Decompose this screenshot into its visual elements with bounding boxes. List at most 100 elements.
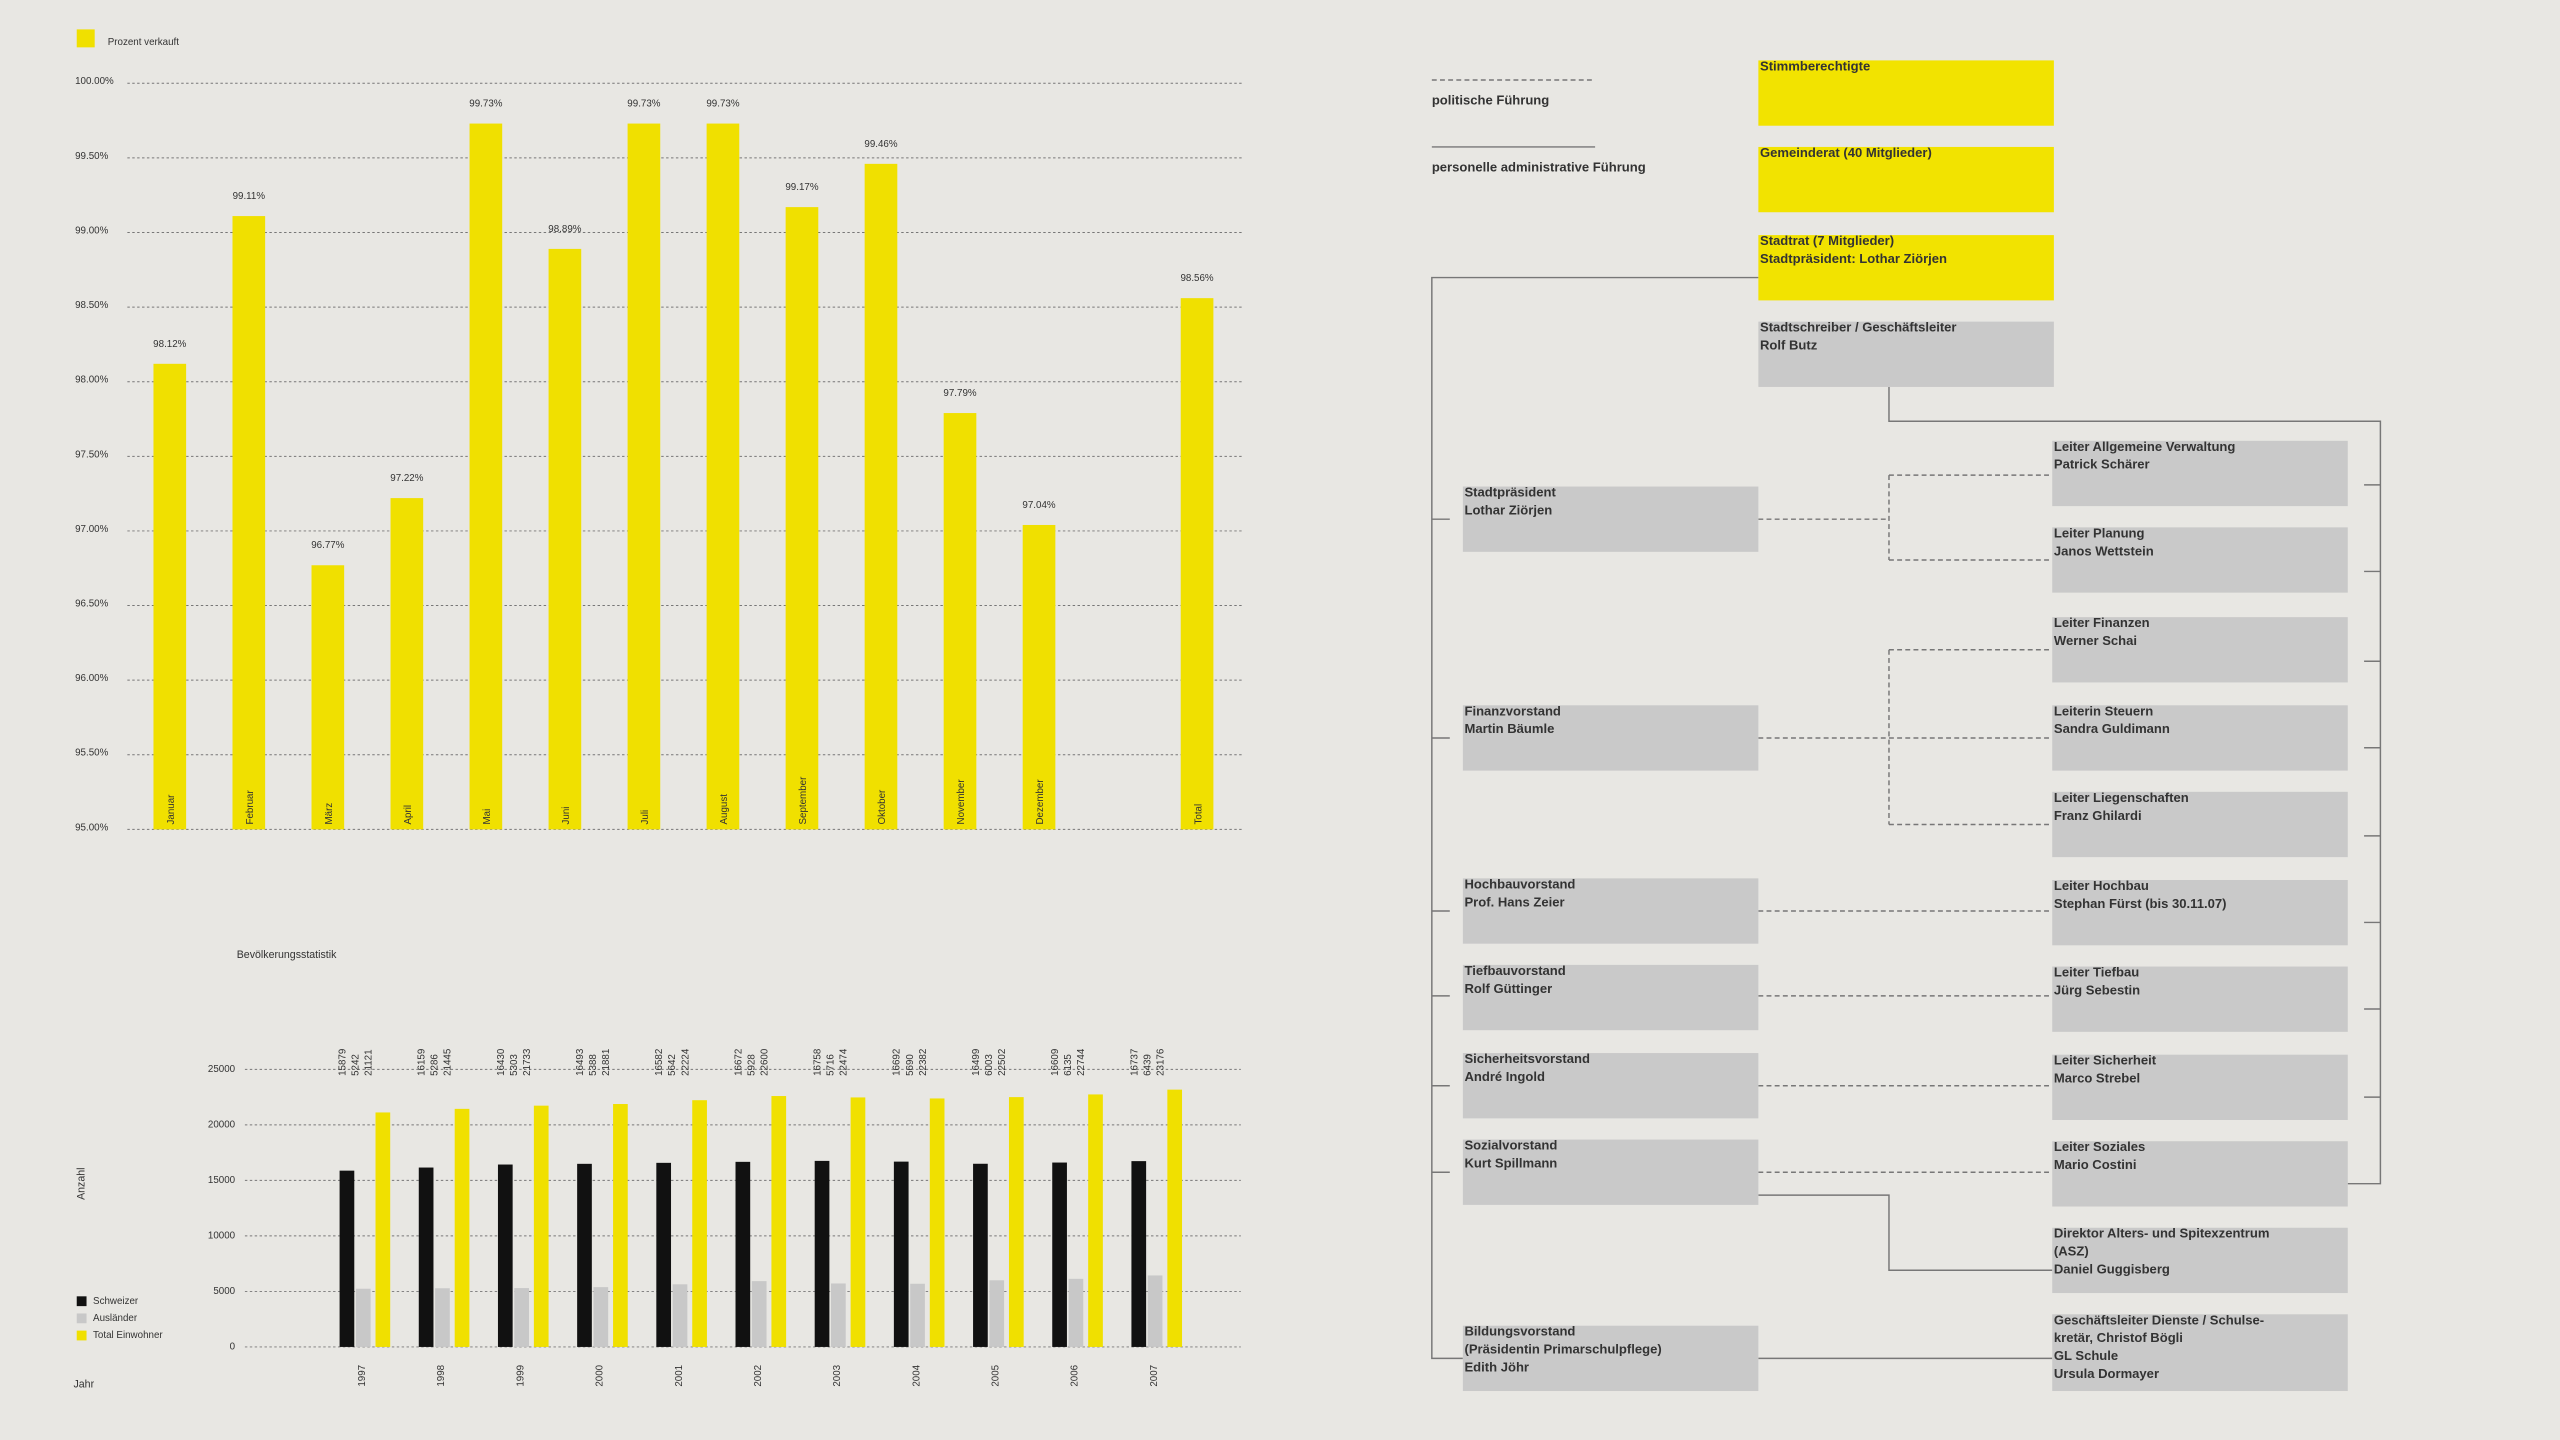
y-tick-label: 20000 xyxy=(208,1119,236,1130)
org-box xyxy=(1758,146,2054,213)
org-box-text: Direktor Alters- und Spitexzentrum xyxy=(2054,1226,2270,1241)
y-tick-label: 98.50% xyxy=(75,300,108,311)
org-box xyxy=(2052,791,2348,858)
value-label: 21445 xyxy=(443,1048,454,1076)
y-tick-label: 0 xyxy=(230,1342,236,1353)
x-tick-label: August xyxy=(719,794,730,825)
x-tick-label: 2000 xyxy=(595,1364,606,1386)
org-box-text: Leiter Hochbau xyxy=(2054,878,2149,893)
org-box-text: Sozialvorstand xyxy=(1464,1138,1557,1153)
legend-swatch xyxy=(76,1313,87,1324)
value-label: 98.12% xyxy=(153,339,186,350)
org-box-text: Stadtpräsident xyxy=(1464,485,1556,500)
value-label: 16672 xyxy=(733,1049,744,1076)
x-tick-label: Juli xyxy=(640,810,651,825)
org-box xyxy=(1758,60,2054,126)
chart-title: Bevölkerungsstatistik xyxy=(237,949,337,961)
value-label: 99.11% xyxy=(233,191,266,202)
org-box-text: Stimmberechtigte xyxy=(1760,58,1870,73)
bar xyxy=(533,1105,549,1347)
y-tick-label: 97.50% xyxy=(75,449,108,460)
org-box-text: Bildungsvorstand xyxy=(1464,1324,1575,1339)
org-box-text: Leiter Allgemeine Verwaltung xyxy=(2054,439,2236,454)
x-tick-label: 1998 xyxy=(436,1364,447,1386)
value-label: 99.73% xyxy=(706,99,739,110)
org-box xyxy=(2052,1141,2348,1207)
x-tick-label: Mai xyxy=(482,809,493,825)
org-box xyxy=(2052,1314,2348,1392)
org-box-text: Jürg Sebestin xyxy=(2054,982,2140,997)
connector xyxy=(1758,649,2053,826)
org-box-text: Ursula Dormayer xyxy=(2054,1366,2159,1381)
value-label: 99.46% xyxy=(864,139,897,150)
bar xyxy=(785,207,819,830)
org-box xyxy=(1462,1325,1759,1392)
y-tick-label: 99.50% xyxy=(75,151,108,162)
bar xyxy=(814,1160,830,1347)
x-tick-label: Juni xyxy=(561,807,572,825)
bar xyxy=(435,1288,450,1347)
value-label: 5690 xyxy=(905,1054,916,1076)
org-box xyxy=(1758,235,2054,301)
y-tick-label: 15000 xyxy=(208,1175,236,1186)
value-label: 21121 xyxy=(364,1049,375,1075)
org-box-text: (Präsidentin Primarschulpflege) xyxy=(1464,1342,1661,1357)
connector xyxy=(1888,386,2382,1185)
org-legend-label: personelle administrative Führung xyxy=(1432,160,1646,175)
value-label: 97.22% xyxy=(390,473,423,484)
bar xyxy=(910,1283,925,1347)
org-box xyxy=(2052,1227,2348,1294)
org-box xyxy=(2052,705,2348,771)
org-box-text: Sandra Guldimann xyxy=(2054,721,2170,736)
bar xyxy=(355,1288,371,1347)
org-box-text: kretär, Christof Bögli xyxy=(2054,1330,2183,1345)
legend-label: Prozent verkauft xyxy=(108,37,180,48)
y-tick-label: 97.00% xyxy=(75,524,108,535)
value-label: 16493 xyxy=(575,1048,586,1076)
bar xyxy=(153,363,187,830)
org-box-text: Prof. Hans Zeier xyxy=(1464,894,1564,909)
org-box xyxy=(2052,527,2348,593)
value-label: 22502 xyxy=(997,1049,1008,1076)
value-label: 16582 xyxy=(654,1049,665,1076)
org-box-text: Marco Strebel xyxy=(2054,1071,2140,1086)
org-box-text: Leiter Sicherheit xyxy=(2054,1053,2157,1068)
bar xyxy=(656,1162,672,1347)
value-label: 22474 xyxy=(839,1048,850,1076)
org-box-text: Sicherheitsvorstand xyxy=(1464,1051,1589,1066)
org-box-text: Edith Jöhr xyxy=(1464,1360,1529,1375)
bar xyxy=(735,1161,751,1347)
value-label: 16159 xyxy=(417,1049,428,1076)
x-tick-label: 2006 xyxy=(1070,1364,1081,1386)
x-tick-label: 2003 xyxy=(832,1364,843,1386)
org-box-text: Stephan Fürst (bis 30.11.07) xyxy=(2054,896,2227,911)
value-label: 5286 xyxy=(430,1054,441,1076)
x-tick-label: März xyxy=(324,803,335,825)
value-label: 22224 xyxy=(680,1048,691,1076)
bar xyxy=(311,565,345,830)
bar xyxy=(390,498,424,830)
x-axis-label: Jahr xyxy=(73,1378,94,1390)
bar xyxy=(375,1112,391,1347)
x-tick-label: 2004 xyxy=(911,1364,922,1386)
bar xyxy=(514,1288,529,1347)
org-box-text: (ASZ) xyxy=(2054,1244,2089,1259)
y-tick-label: 25000 xyxy=(208,1064,236,1075)
connector xyxy=(1758,474,2053,561)
org-box-text: Geschäftsleiter Dienste / Schulse- xyxy=(2054,1312,2264,1327)
value-label: 21881 xyxy=(601,1049,612,1076)
y-tick-label: 99.00% xyxy=(75,225,108,236)
value-label: 21733 xyxy=(522,1048,533,1076)
bar xyxy=(751,1281,767,1347)
org-box-text: Gemeinderat (40 Mitglieder) xyxy=(1760,145,1932,160)
value-label: 16499 xyxy=(971,1049,982,1076)
org-box xyxy=(2052,440,2348,507)
bar xyxy=(627,123,661,830)
bar xyxy=(692,1100,707,1347)
value-label: 23176 xyxy=(1155,1048,1166,1076)
bar xyxy=(943,413,977,830)
bar xyxy=(850,1097,866,1347)
value-label: 97.79% xyxy=(943,388,976,399)
org-box-text: Rolf Butz xyxy=(1760,338,1818,353)
org-box xyxy=(2052,617,2348,683)
